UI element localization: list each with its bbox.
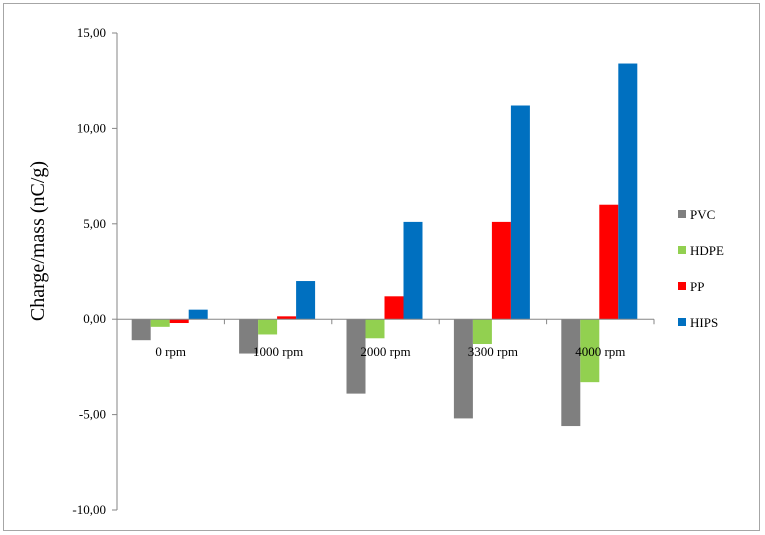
- bar-hips-3: [510, 105, 530, 320]
- legend-swatch-pp: [678, 282, 686, 290]
- x-category-label: 1000 rpm: [253, 344, 303, 359]
- y-tick-label: 15,00: [77, 25, 106, 40]
- x-category-label: 3300 rpm: [468, 344, 518, 359]
- legend: PVC HDPE PP HIPS: [678, 207, 724, 330]
- bar-pp-0: [169, 319, 189, 324]
- bar-hips-0: [188, 309, 208, 320]
- legend-label-hips: HIPS: [690, 315, 718, 330]
- legend-swatch-pvc: [678, 210, 686, 218]
- legend-swatch-hips: [678, 318, 686, 326]
- y-tick-label: 5,00: [83, 216, 106, 231]
- bar-hips-4: [618, 63, 638, 320]
- legend-label-pvc: PVC: [690, 207, 715, 222]
- bar-pp-3: [491, 221, 511, 320]
- axes-layer: [112, 32, 655, 511]
- x-category-label: 4000 rpm: [575, 344, 625, 359]
- bar-hdpe-3: [472, 319, 492, 345]
- bar-hdpe-1: [258, 319, 278, 335]
- bar-hips-2: [403, 221, 423, 320]
- bar-hdpe-2: [365, 319, 385, 339]
- legend-label-hdpe: HDPE: [690, 243, 724, 258]
- bar-hips-1: [296, 281, 316, 320]
- bar-pvc-3: [453, 319, 473, 419]
- bars-layer: [131, 63, 638, 427]
- bar-pvc-0: [131, 319, 151, 341]
- x-category-label: 0 rpm: [155, 344, 186, 359]
- bar-pvc-2: [346, 319, 366, 394]
- bar-pp-2: [384, 296, 404, 320]
- bar-pp-1: [277, 316, 297, 320]
- bar-chart: 15,00 10,00 5,00 0,00 -5,00 -10,00 0 rpm 1000 r…: [27, 25, 724, 517]
- bar-hdpe-4: [580, 319, 600, 383]
- bar-hdpe-0: [150, 319, 170, 327]
- y-axis-title: Charge/mass (nC/g): [27, 161, 49, 321]
- x-category-label: 2000 rpm: [360, 344, 410, 359]
- legend-swatch-hdpe: [678, 246, 686, 254]
- bar-pvc-1: [239, 319, 259, 354]
- y-tick-label: 10,00: [77, 120, 106, 135]
- y-tick-label: 0,00: [83, 311, 106, 326]
- bar-pvc-4: [561, 319, 581, 427]
- y-tick-label: -5,00: [79, 407, 106, 422]
- legend-label-pp: PP: [690, 279, 704, 294]
- labels-layer: 15,00 10,00 5,00 0,00 -5,00 -10,00 0 rpm 1000 r…: [72, 25, 625, 517]
- chart-frame: 15,00 10,00 5,00 0,00 -5,00 -10,00 0 rpm 1000 r…: [3, 3, 760, 531]
- bar-pp-4: [599, 204, 619, 320]
- y-tick-label: -10,00: [72, 502, 106, 517]
